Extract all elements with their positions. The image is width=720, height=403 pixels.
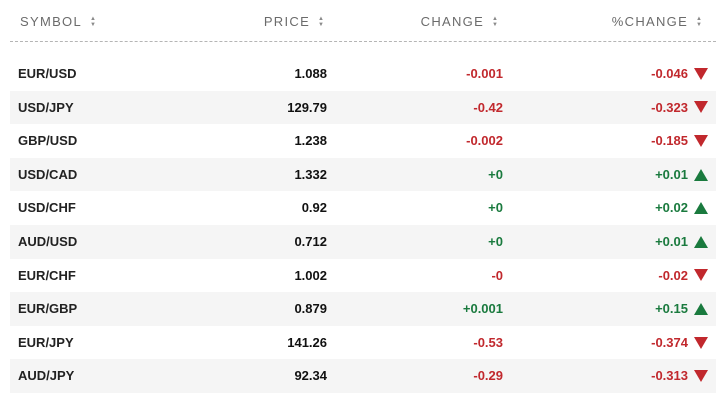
pct-change-cell: -0.374 (651, 334, 688, 350)
price-cell: 0.92 (301, 200, 327, 216)
sort-arrows-icon[interactable]: ▲ ▼ (318, 15, 324, 28)
price-cell: 1.332 (294, 166, 327, 182)
column-header-price[interactable]: PRICE ▲ ▼ (264, 14, 324, 29)
table-row[interactable]: USD/CAD 1.332 +0 +0.01 (10, 157, 716, 192)
change-cell: -0 (491, 267, 503, 283)
symbol-cell[interactable]: AUD/USD (18, 233, 78, 249)
pct-change-cell: -0.02 (658, 267, 688, 283)
pct-change-cell: -0.185 (651, 133, 688, 149)
column-header-label: CHANGE (420, 14, 485, 29)
table-row[interactable]: USD/JPY 129.79 -0.42 -0.323 (10, 90, 716, 125)
change-cell: -0.42 (473, 99, 503, 115)
price-cell: 1.002 (294, 267, 327, 283)
arrow-down-icon (694, 57, 708, 91)
arrow-down-icon (694, 326, 708, 360)
symbol-cell[interactable]: EUR/JPY (18, 334, 74, 350)
price-cell: 141.26 (287, 334, 327, 350)
change-cell: -0.001 (466, 66, 503, 81)
arrow-up-icon (694, 158, 708, 192)
arrow-up-icon (694, 292, 708, 326)
symbol-cell[interactable]: USD/JPY (18, 99, 74, 115)
arrow-up-icon (694, 191, 708, 225)
table-row[interactable]: USD/CHF 0.92 +0 +0.02 (10, 191, 716, 225)
sort-arrows-icon[interactable]: ▲ ▼ (492, 15, 498, 28)
column-header-label: PRICE (263, 14, 311, 29)
change-cell: +0 (488, 200, 503, 216)
arrow-down-icon (694, 359, 708, 393)
arrow-down-icon (694, 259, 708, 293)
symbol-cell[interactable]: EUR/CHF (18, 267, 76, 283)
table-row[interactable]: EUR/JPY 141.26 -0.53 -0.374 (10, 326, 716, 360)
currency-table: SYMBOL ▲ ▼ PRICE ▲ ▼ CHANGE ▲ ▼ %CHANGE ▲ ▼ … (10, 0, 716, 393)
price-cell: 129.79 (287, 99, 327, 115)
table-row[interactable]: AUD/JPY 92.34 -0.29 -0.313 (10, 359, 716, 393)
price-cell: 0.879 (294, 301, 327, 317)
change-cell: -0.53 (473, 334, 503, 350)
column-header-symbol[interactable]: SYMBOL ▲ ▼ (20, 14, 96, 29)
sort-arrows-icon[interactable]: ▲ ▼ (89, 15, 96, 28)
price-cell: 92.34 (294, 368, 327, 384)
pct-change-cell: +0.15 (655, 301, 688, 317)
arrow-up-icon (694, 225, 708, 259)
table-row[interactable]: EUR/CHF 1.002 -0 -0.02 (10, 259, 716, 293)
table-header: SYMBOL ▲ ▼ PRICE ▲ ▼ CHANGE ▲ ▼ %CHANGE ▲ ▼ (10, 0, 716, 42)
column-header-label: %CHANGE (611, 14, 689, 29)
column-header-label: SYMBOL (20, 14, 82, 29)
symbol-cell[interactable]: USD/CHF (18, 200, 76, 216)
change-cell: -0.29 (473, 368, 503, 384)
arrow-down-icon (694, 124, 708, 158)
change-cell: +0 (488, 233, 503, 249)
pct-change-cell: +0.01 (655, 233, 688, 249)
change-cell: -0.002 (466, 133, 503, 149)
table-row[interactable]: EUR/GBP 0.879 +0.001 +0.15 (10, 292, 716, 326)
symbol-cell[interactable]: EUR/USD (18, 66, 77, 81)
symbol-cell[interactable]: AUD/JPY (18, 368, 75, 384)
table-row[interactable]: AUD/USD 0.712 +0 +0.01 (10, 224, 716, 259)
pct-change-cell: -0.313 (651, 368, 688, 384)
column-header-change[interactable]: CHANGE ▲ ▼ (421, 14, 498, 29)
table-body: EUR/USD 1.088 -0.001 -0.046 USD/JPY 129.… (10, 57, 716, 393)
pct-change-cell: -0.046 (651, 66, 688, 81)
price-cell: 1.238 (294, 133, 327, 149)
symbol-cell[interactable]: EUR/GBP (18, 301, 78, 317)
change-cell: +0 (488, 166, 503, 182)
pct-change-cell: +0.02 (655, 200, 688, 216)
change-cell: +0.001 (462, 301, 503, 317)
table-row[interactable]: EUR/USD 1.088 -0.001 -0.046 (10, 57, 716, 91)
arrow-down-icon (694, 91, 708, 125)
pct-change-cell: -0.323 (651, 99, 688, 115)
sort-arrows-icon[interactable]: ▲ ▼ (696, 15, 702, 28)
symbol-cell[interactable]: GBP/USD (18, 133, 78, 149)
table-row[interactable]: GBP/USD 1.238 -0.002 -0.185 (10, 124, 716, 158)
column-header-pct-change[interactable]: %CHANGE ▲ ▼ (612, 14, 702, 29)
pct-change-cell: +0.01 (655, 166, 688, 182)
price-cell: 0.712 (294, 233, 327, 249)
price-cell: 1.088 (294, 66, 327, 81)
symbol-cell[interactable]: USD/CAD (18, 166, 78, 182)
